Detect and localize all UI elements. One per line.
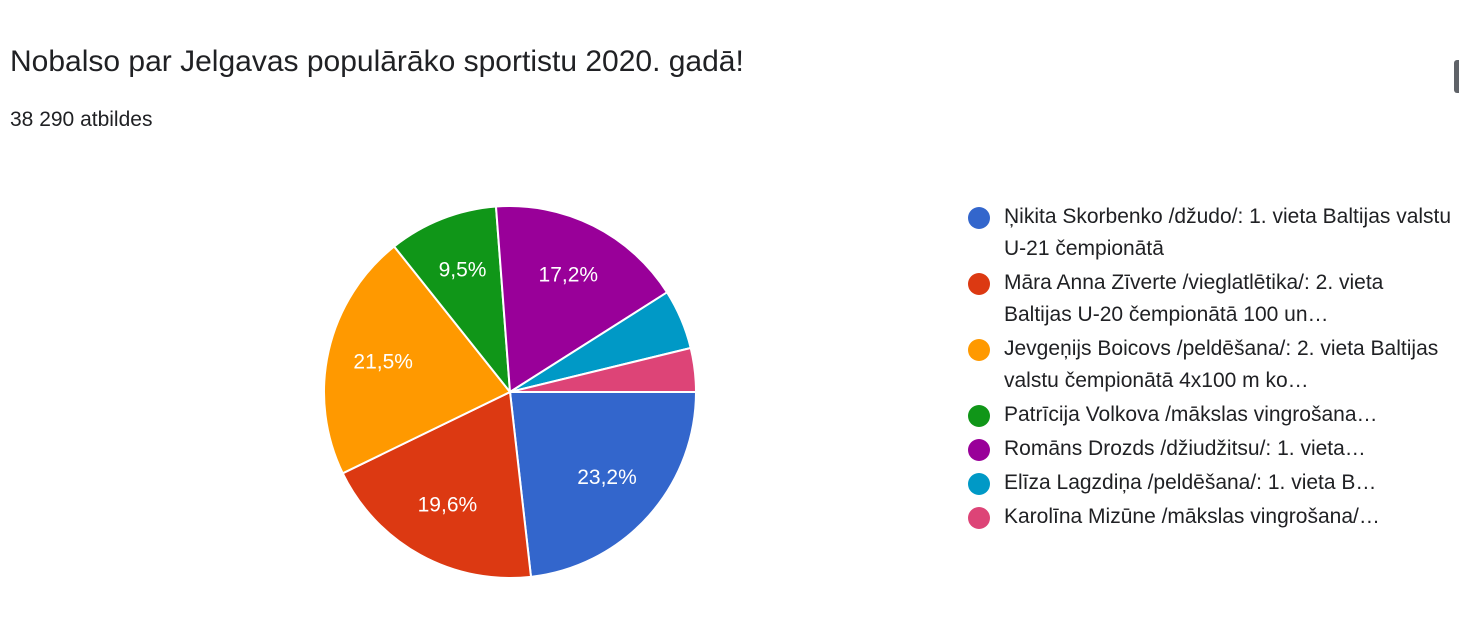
chart-title: Nobalso par Jelgavas populārāko sportist… [10,45,744,78]
pie-slice-label: 19,6% [418,493,478,516]
pie-slice[interactable] [323,245,512,475]
pie-slice-label: 23,2% [577,466,637,489]
pie-slices [323,205,698,579]
legend-swatch-icon [968,439,990,461]
pie-slice[interactable] [494,205,669,394]
pie-slice-labels: 23,2% 19,6% 21,5% 9,5% 17,2% [353,259,636,517]
legend-item[interactable]: Māra Anna Zīverte /vieglatlētika/: 2. vi… [968,267,1453,331]
legend-label: Māra Anna Zīverte /vieglatlētika/: 2. vi… [1004,271,1384,326]
legend-label: Karolīna Mizūne /mākslas vingrošana/… [1004,505,1380,528]
scrollbar-handle[interactable] [1454,60,1459,93]
pie-slice[interactable] [341,390,533,579]
legend-swatch-icon [968,507,990,529]
legend-swatch-icon [968,473,990,495]
legend-item[interactable]: Patrīcija Volkova /mākslas vingrošana… [968,399,1453,431]
legend-label: Romāns Drozds /džiudžitsu/: 1. vieta… [1004,437,1366,460]
legend-label: Elīza Lagzdiņa /peldēšana/: 1. vieta B… [1004,471,1377,494]
chart-legend: Ņikita Skorbenko /džudo/: 1. vieta Balti… [968,201,1453,535]
legend-item[interactable]: Elīza Lagzdiņa /peldēšana/: 1. vieta B… [968,467,1453,499]
legend-item[interactable]: Jevgeņijs Boicovs /peldēšana/: 2. vieta … [968,333,1453,397]
legend-swatch-icon [968,405,990,427]
legend-label: Jevgeņijs Boicovs /peldēšana/: 2. vieta … [1004,337,1439,392]
legend-label: Ņikita Skorbenko /džudo/: 1. vieta Balti… [1004,205,1452,260]
pie-slice[interactable] [508,391,698,578]
pie-slice-label: 21,5% [353,351,413,374]
pie-slice[interactable] [509,346,698,393]
legend-swatch-icon [968,207,990,229]
legend-item[interactable]: Karolīna Mizūne /mākslas vingrošana/… [968,501,1453,533]
pie-slice[interactable] [392,205,512,396]
legend-item[interactable]: Romāns Drozds /džiudžitsu/: 1. vieta… [968,433,1453,465]
response-count: 38 290 atbildes [10,108,153,131]
pie-slice-label: 17,2% [539,263,599,286]
pie-slice-label: 9,5% [439,259,487,282]
legend-swatch-icon [968,273,990,295]
legend-item[interactable]: Ņikita Skorbenko /džudo/: 1. vieta Balti… [968,201,1453,265]
legend-swatch-icon [968,339,990,361]
legend-label: Patrīcija Volkova /mākslas vingrošana… [1004,403,1378,426]
